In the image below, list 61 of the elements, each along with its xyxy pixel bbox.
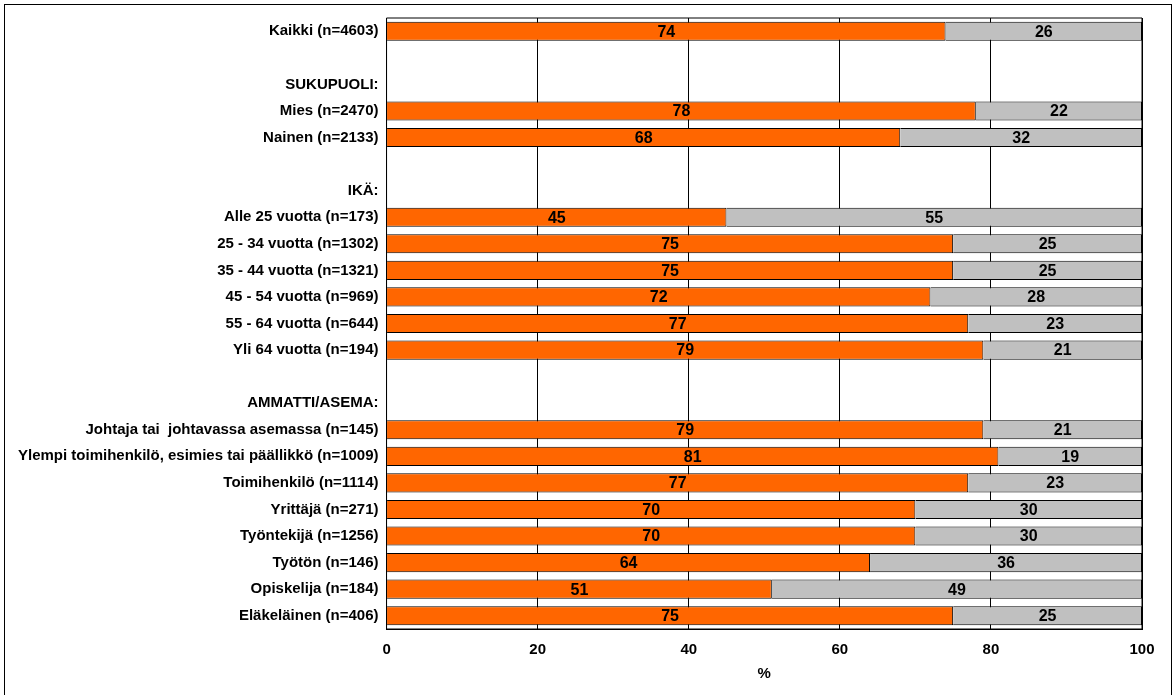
data-label: 49 bbox=[948, 580, 966, 598]
y-tick-label: Yli 64 vuotta (n=194) bbox=[233, 340, 379, 358]
y-tick-label: Nainen (n=2133) bbox=[263, 127, 379, 145]
data-label: 25 bbox=[1038, 235, 1057, 253]
data-label: 25 bbox=[1038, 607, 1057, 625]
data-label: 21 bbox=[1053, 421, 1072, 439]
data-label: 25 bbox=[1038, 261, 1057, 279]
y-tick-label: Eläkeläinen (n=406) bbox=[238, 605, 379, 623]
data-label: 28 bbox=[1027, 288, 1046, 306]
data-label: 74 bbox=[657, 22, 676, 40]
text: SUKUPUOLI: bbox=[285, 74, 379, 92]
data-label: 78 bbox=[672, 102, 691, 120]
y-tick-label: Alle 25 vuotta (n=173) bbox=[223, 207, 379, 225]
y-tick-label: Ylempi toimihenkilö, esimies tai päällikkö (n=1009) bbox=[17, 446, 379, 464]
data-label: 30 bbox=[1019, 500, 1038, 518]
data-label: 23 bbox=[1046, 314, 1065, 332]
data-label: 36 bbox=[997, 553, 1016, 571]
x-tick-label: 0 bbox=[382, 640, 391, 658]
x-tick-label: 40 bbox=[680, 640, 698, 658]
data-label: 22 bbox=[1050, 102, 1068, 120]
data-label: 55 bbox=[925, 208, 944, 226]
text: AMMATTI/ASEMA: bbox=[247, 393, 379, 411]
data-label: 19 bbox=[1061, 447, 1080, 465]
data-label: 30 bbox=[1019, 527, 1038, 545]
x-tick-label: 100 bbox=[1129, 640, 1155, 658]
x-axis-title: % bbox=[757, 664, 771, 682]
y-tick-label: 45 - 54 vuotta (n=969) bbox=[225, 287, 379, 305]
data-label: 79 bbox=[676, 421, 695, 439]
data-label: 77 bbox=[668, 314, 687, 332]
data-label: 81 bbox=[683, 447, 702, 465]
data-label: 23 bbox=[1046, 474, 1065, 492]
x-tick-label: 80 bbox=[982, 640, 1000, 658]
data-label: 70 bbox=[642, 527, 661, 545]
data-label: 26 bbox=[1034, 22, 1053, 40]
y-tick-label: Opiskelija (n=184) bbox=[250, 579, 379, 597]
x-tick-label: 20 bbox=[529, 640, 546, 658]
data-label: 77 bbox=[668, 474, 687, 492]
y-tick-label: Yrittäjä (n=271) bbox=[270, 499, 379, 517]
y-tick-label: Johtaja tai johtavassa asemassa (n=145) bbox=[85, 419, 379, 437]
data-label: 72 bbox=[649, 288, 668, 306]
data-label: 79 bbox=[676, 341, 695, 359]
data-label: 75 bbox=[661, 235, 680, 253]
data-label: 45 bbox=[547, 208, 566, 226]
y-tick-label: Kaikki (n=4603) bbox=[268, 21, 379, 39]
data-label: 32 bbox=[1012, 128, 1031, 146]
y-tick-label: Työtön (n=146) bbox=[272, 552, 379, 570]
y-tick-label: Toimihenkilö (n=1114) bbox=[223, 473, 379, 491]
data-label: 75 bbox=[661, 607, 680, 625]
text: IKÄ: bbox=[347, 180, 379, 198]
data-label: 51 bbox=[570, 580, 589, 598]
y-tick-label: 35 - 44 vuotta (n=1321) bbox=[217, 260, 379, 278]
x-tick-label: 60 bbox=[831, 640, 849, 658]
data-label: 21 bbox=[1053, 341, 1072, 359]
data-label: 70 bbox=[642, 500, 661, 518]
data-label: 75 bbox=[661, 261, 680, 279]
y-tick-label: Työntekijä (n=1256) bbox=[240, 526, 379, 544]
y-tick-label: Mies (n=2470) bbox=[279, 101, 379, 119]
data-label: 64 bbox=[619, 553, 638, 571]
y-tick-label: 25 - 34 vuotta (n=1302) bbox=[217, 233, 379, 251]
y-tick-label: 55 - 64 vuotta (n=644) bbox=[225, 313, 379, 331]
data-label: 68 bbox=[634, 128, 653, 146]
